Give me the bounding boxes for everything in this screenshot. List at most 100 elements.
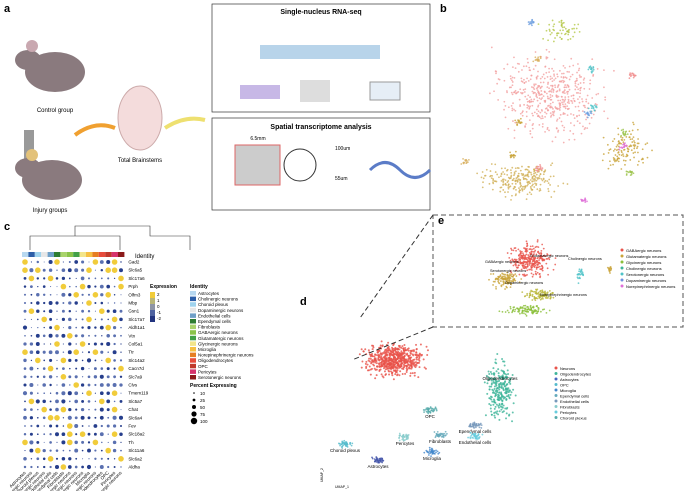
cell <box>502 370 505 373</box>
cell <box>562 113 565 115</box>
cell <box>564 84 567 86</box>
cell <box>500 179 503 182</box>
cell <box>494 180 497 183</box>
cell <box>584 198 587 201</box>
cell <box>490 372 493 375</box>
cell <box>543 254 545 257</box>
cell <box>543 100 546 102</box>
cell <box>569 75 572 78</box>
cell <box>563 126 566 129</box>
cell <box>533 88 536 90</box>
cell <box>380 457 383 460</box>
cell <box>512 280 515 282</box>
legend-swatch <box>190 291 196 296</box>
cell <box>394 346 397 349</box>
cell <box>553 190 556 193</box>
cell <box>534 272 537 275</box>
dot <box>94 359 97 362</box>
legend-tick: -2 <box>157 316 161 321</box>
dot <box>61 399 66 404</box>
cell <box>518 281 521 284</box>
cell <box>535 253 538 256</box>
cell <box>396 361 399 364</box>
cell <box>519 252 522 255</box>
dot <box>36 424 40 428</box>
cell <box>545 92 548 95</box>
cell <box>632 74 635 77</box>
cell <box>490 177 493 180</box>
cell <box>495 362 498 365</box>
cell <box>551 113 554 116</box>
cell <box>586 94 589 97</box>
dot <box>120 351 122 353</box>
inset-box <box>432 214 684 328</box>
cell <box>399 370 402 373</box>
cell <box>607 167 610 170</box>
cell <box>426 349 429 352</box>
cell <box>617 140 620 143</box>
cell <box>567 84 569 87</box>
cell <box>510 91 513 94</box>
cell <box>523 81 526 84</box>
cell <box>409 374 412 377</box>
cell <box>523 103 525 106</box>
cell <box>405 433 408 436</box>
cell <box>415 358 418 361</box>
schematic <box>300 80 330 102</box>
cell <box>631 138 634 140</box>
cell <box>539 163 541 166</box>
dot <box>42 334 46 338</box>
dot <box>68 407 72 412</box>
cell <box>496 410 499 413</box>
cell <box>532 290 535 293</box>
cell <box>568 88 571 91</box>
dot <box>88 368 90 370</box>
cell <box>564 33 566 36</box>
legend-title: Identity <box>190 284 208 290</box>
cell <box>527 256 530 259</box>
dot <box>81 268 85 272</box>
dot <box>94 383 97 387</box>
dot <box>43 310 46 313</box>
cell <box>526 193 529 196</box>
cell <box>506 252 509 254</box>
cell <box>515 275 518 277</box>
dot <box>105 324 111 331</box>
dot <box>55 367 59 370</box>
dot <box>93 424 98 428</box>
cell <box>531 293 534 296</box>
cell <box>339 444 341 447</box>
cell <box>534 56 537 59</box>
cell <box>494 393 497 396</box>
gene-label: Chat <box>128 407 138 412</box>
cell <box>538 167 541 170</box>
cell <box>442 436 445 439</box>
cell <box>473 422 476 425</box>
cell <box>548 30 551 32</box>
dot <box>35 357 41 364</box>
dot <box>61 317 66 322</box>
cell <box>499 275 502 278</box>
cell <box>574 88 577 91</box>
legend-swatch <box>190 347 196 352</box>
axis-label: UMAP_1 <box>335 485 349 489</box>
cluster-label: Ependymal cells <box>459 429 493 434</box>
cell <box>534 309 537 311</box>
cell <box>511 258 514 261</box>
legend-title: Percent Expressing <box>190 383 237 389</box>
dot <box>23 301 27 305</box>
cell <box>516 267 519 269</box>
cell <box>564 98 567 101</box>
cell <box>489 371 492 374</box>
cell <box>374 368 377 371</box>
cell <box>536 239 539 241</box>
cell <box>516 179 519 182</box>
cell <box>545 112 548 115</box>
cell <box>505 387 508 390</box>
cell <box>503 278 506 281</box>
cell <box>514 121 517 124</box>
text: Total Brainstems <box>118 158 162 164</box>
cell <box>577 282 580 285</box>
dot <box>94 392 96 394</box>
cell <box>567 33 570 36</box>
